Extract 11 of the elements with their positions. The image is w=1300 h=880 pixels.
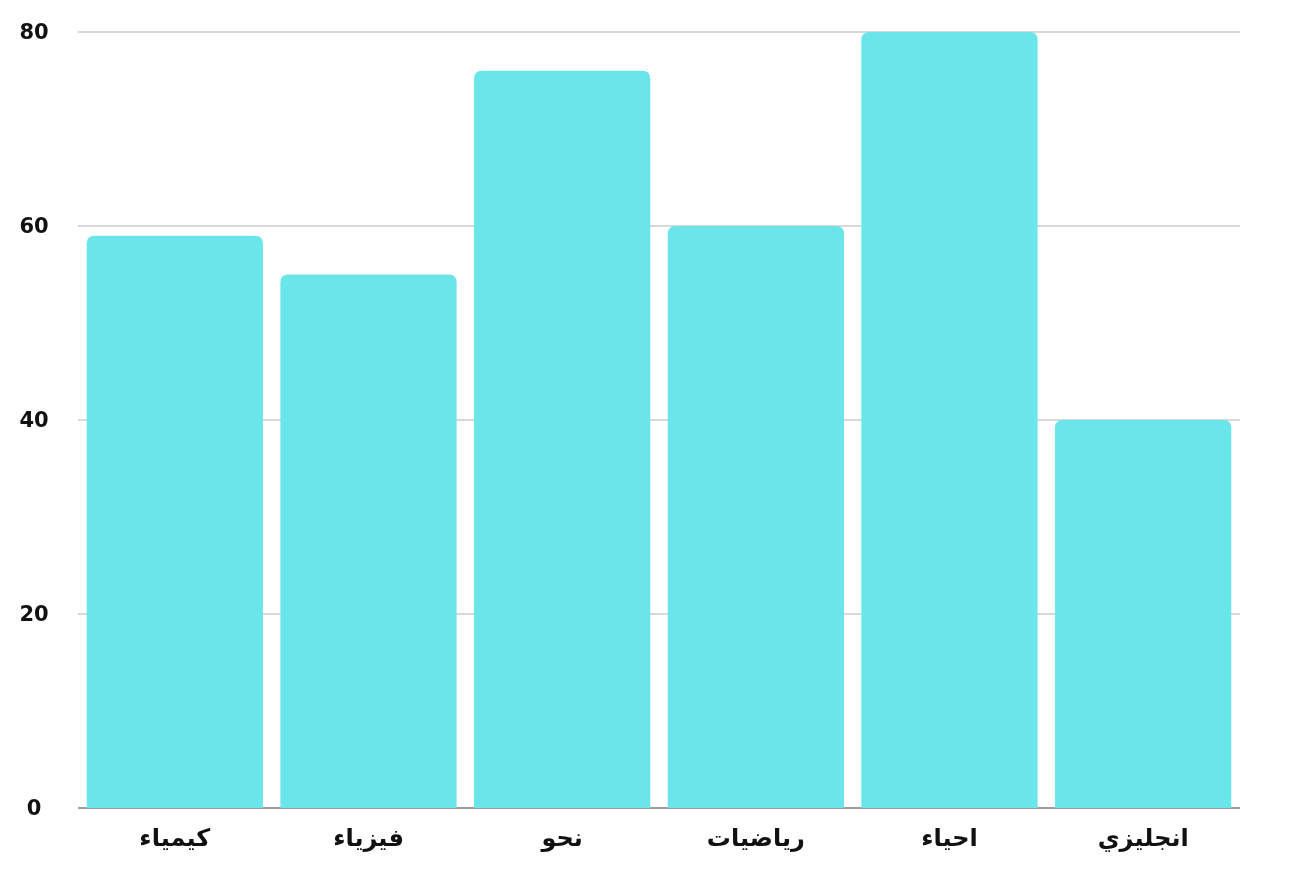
x-tick-label: نحو (540, 824, 583, 852)
x-tick-label: انجليزي (1097, 824, 1189, 852)
x-tick-label: كيمياء (139, 824, 211, 852)
x-tick-label: فيزياء (333, 824, 404, 852)
y-tick-label: 20 (19, 602, 49, 626)
y-tick-label: 80 (19, 20, 49, 44)
x-tick-label: احياء (921, 824, 978, 852)
y-tick-label: 60 (19, 214, 49, 238)
x-tick-label: رياضيات (706, 824, 805, 852)
y-tick-label: 40 (19, 408, 49, 432)
y-tick-label: 0 (26, 796, 42, 820)
